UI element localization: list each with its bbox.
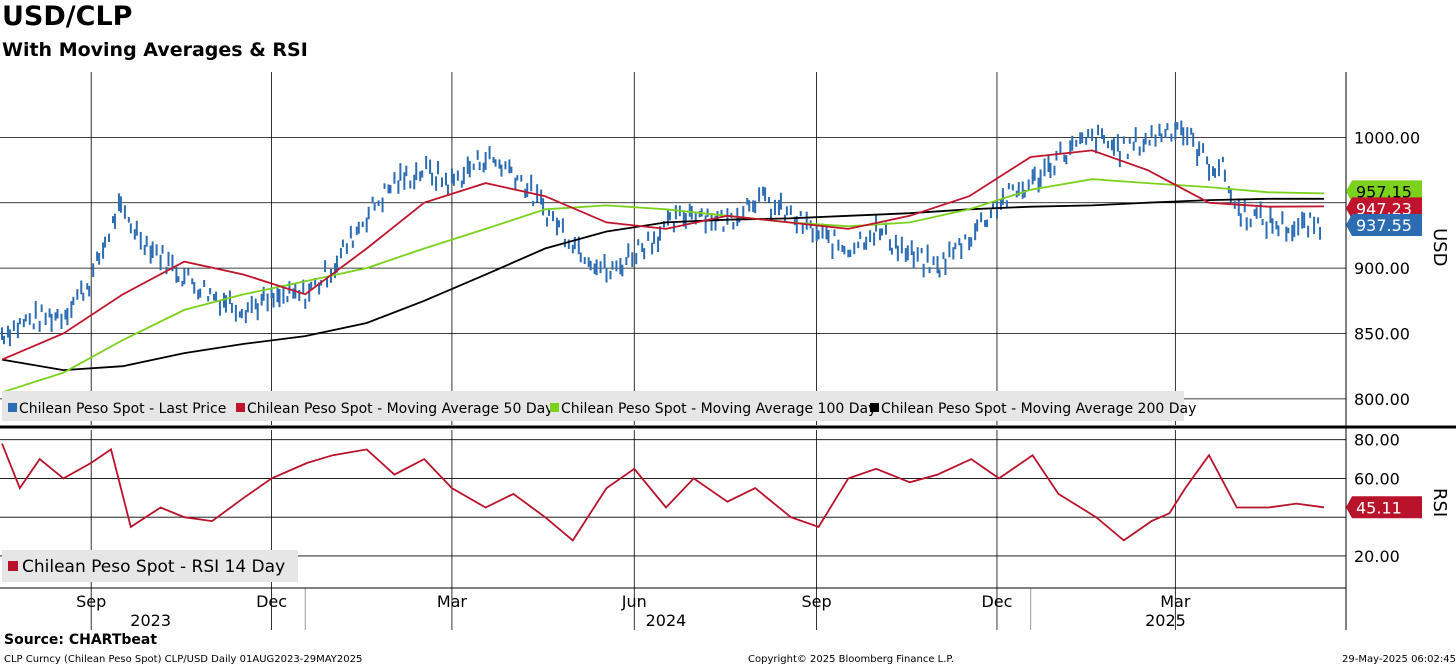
tag-rsi: 45.11 xyxy=(1346,496,1422,519)
tag-ma50-shape xyxy=(1346,197,1422,220)
x-tick-label: Mar xyxy=(437,592,468,611)
legend-label: Chilean Peso Spot - Moving Average 50 Da… xyxy=(247,401,553,417)
footer-copyright: Copyright© 2025 Bloomberg Finance L.P. xyxy=(748,654,955,665)
source-note: Source: CHARTbeat xyxy=(4,632,158,648)
price-y-tick-label: 1000.00 xyxy=(1354,128,1420,147)
tag-rsi-text: 45.11 xyxy=(1356,498,1402,517)
rsi-axis-title: RSI xyxy=(1429,488,1450,517)
price-y-tick-label: 900.00 xyxy=(1354,259,1410,278)
rsi-legend-label: Chilean Peso Spot - RSI 14 Day xyxy=(22,557,285,577)
x-tick-label: Sep xyxy=(802,592,832,611)
rsi-legend-swatch xyxy=(8,561,18,571)
legend-swatch xyxy=(8,403,17,412)
x-tick-label: Dec xyxy=(256,592,287,611)
rsi-y-tick-label: 60.00 xyxy=(1354,469,1400,488)
tag-ma50-text: 947.23 xyxy=(1356,199,1412,218)
tag-ma50: 947.23 xyxy=(1346,197,1422,220)
legend-swatch xyxy=(550,403,559,412)
x-year-label: 2024 xyxy=(646,611,687,630)
rsi-line xyxy=(1,443,1325,542)
price-y-tick-label: 800.00 xyxy=(1354,390,1410,409)
rsi-legend-bg xyxy=(2,550,298,582)
x-tick-label: Dec xyxy=(981,592,1012,611)
ma-line-3 xyxy=(1,197,1324,372)
tag-ma100-shape xyxy=(1346,180,1422,203)
legend-swatch xyxy=(236,403,245,412)
price-legend-bg xyxy=(2,391,1184,421)
footer-security: CLP Curncy (Chilean Peso Spot) CLP/USD D… xyxy=(4,654,363,665)
ma-line-1 xyxy=(1,149,1325,361)
legend-label: Chilean Peso Spot - Moving Average 200 D… xyxy=(881,401,1196,417)
tag-rsi-shape xyxy=(1346,496,1422,519)
footer-timestamp: 29-May-2025 06:02:45 xyxy=(1342,654,1456,665)
x-tick-label: Jun xyxy=(621,592,647,611)
price-y-tick-label: 850.00 xyxy=(1354,324,1410,343)
rsi-y-tick-label: 20.00 xyxy=(1354,547,1400,566)
price-axis-title: USD xyxy=(1429,228,1450,266)
x-year-label: 2023 xyxy=(130,611,171,630)
tag-last-price: 937.55 xyxy=(1346,214,1422,237)
rsi-y-tick-label: 80.00 xyxy=(1354,431,1400,450)
tag-ma100: 957.15 xyxy=(1346,180,1422,203)
legend-label: Chilean Peso Spot - Moving Average 100 D… xyxy=(561,401,876,417)
x-year-label: 2025 xyxy=(1145,611,1186,630)
legend-label: Chilean Peso Spot - Last Price xyxy=(19,401,226,417)
x-tick-label: Mar xyxy=(1160,592,1191,611)
tag-last-price-shape xyxy=(1346,214,1422,237)
chart-subtitle: With Moving Averages & RSI xyxy=(2,39,308,61)
ma-line-2 xyxy=(1,178,1325,394)
chart-title: USD/CLP xyxy=(2,1,133,32)
tag-last-price-text: 937.55 xyxy=(1356,216,1412,235)
tag-ma100-text: 957.15 xyxy=(1356,182,1412,201)
x-tick-label: Sep xyxy=(76,592,106,611)
legend-swatch xyxy=(870,403,879,412)
